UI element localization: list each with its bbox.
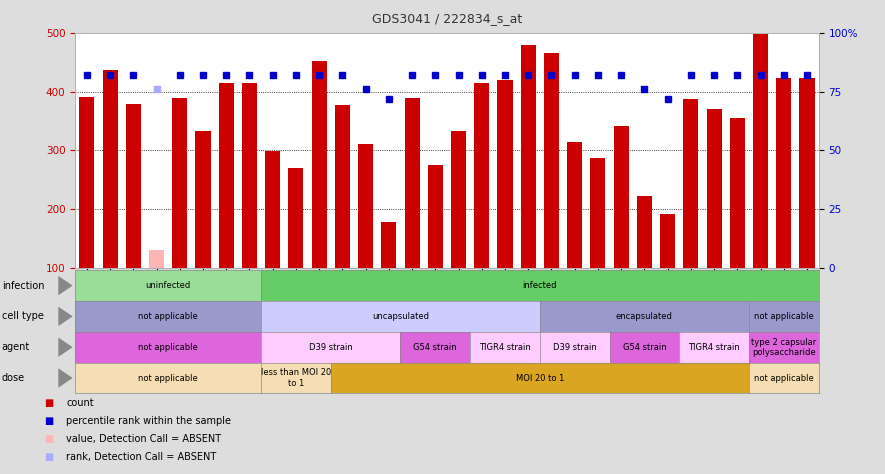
Polygon shape bbox=[58, 337, 73, 357]
Text: not applicable: not applicable bbox=[138, 374, 198, 383]
Text: D39 strain: D39 strain bbox=[553, 343, 596, 352]
Bar bbox=[660, 214, 675, 268]
Text: count: count bbox=[66, 398, 94, 408]
Text: GDS3041 / 222834_s_at: GDS3041 / 222834_s_at bbox=[372, 12, 522, 25]
Text: uninfected: uninfected bbox=[145, 281, 191, 290]
Text: agent: agent bbox=[2, 342, 30, 352]
Bar bbox=[266, 151, 281, 268]
Bar bbox=[289, 167, 304, 268]
Text: cell type: cell type bbox=[2, 311, 43, 321]
Text: not applicable: not applicable bbox=[754, 374, 813, 383]
Bar bbox=[358, 144, 373, 268]
Text: TIGR4 strain: TIGR4 strain bbox=[689, 343, 740, 352]
Text: ■: ■ bbox=[44, 416, 53, 426]
Text: encapsulated: encapsulated bbox=[616, 312, 673, 321]
Polygon shape bbox=[58, 276, 73, 295]
Bar bbox=[776, 78, 791, 268]
Polygon shape bbox=[58, 368, 73, 388]
Bar bbox=[497, 80, 512, 268]
Text: ■: ■ bbox=[44, 452, 53, 462]
Bar bbox=[173, 98, 188, 268]
Bar bbox=[381, 222, 396, 268]
Bar bbox=[520, 46, 535, 268]
Bar bbox=[335, 105, 350, 268]
Bar bbox=[196, 131, 211, 268]
Text: not applicable: not applicable bbox=[754, 312, 813, 321]
Text: infected: infected bbox=[523, 281, 557, 290]
Bar bbox=[730, 118, 745, 268]
Bar bbox=[590, 157, 605, 268]
Bar bbox=[242, 83, 257, 268]
Bar bbox=[219, 83, 234, 268]
Text: D39 strain: D39 strain bbox=[309, 343, 352, 352]
Bar bbox=[799, 78, 814, 268]
Bar bbox=[126, 104, 141, 268]
Text: type 2 capsular
polysaccharide: type 2 capsular polysaccharide bbox=[751, 337, 816, 357]
Bar bbox=[451, 131, 466, 268]
Text: G54 strain: G54 strain bbox=[622, 343, 666, 352]
Bar bbox=[404, 98, 419, 268]
Text: MOI 20 to 1: MOI 20 to 1 bbox=[516, 374, 564, 383]
Text: ■: ■ bbox=[44, 398, 53, 408]
Text: not applicable: not applicable bbox=[138, 312, 198, 321]
Bar bbox=[103, 70, 118, 268]
Bar bbox=[312, 61, 327, 268]
Text: TIGR4 strain: TIGR4 strain bbox=[479, 343, 531, 352]
Bar bbox=[544, 53, 559, 268]
Text: percentile rank within the sample: percentile rank within the sample bbox=[66, 416, 231, 426]
Bar bbox=[683, 99, 698, 268]
Text: G54 strain: G54 strain bbox=[413, 343, 458, 352]
Text: infection: infection bbox=[2, 281, 44, 291]
Text: less than MOI 20
to 1: less than MOI 20 to 1 bbox=[261, 368, 331, 388]
Text: rank, Detection Call = ABSENT: rank, Detection Call = ABSENT bbox=[66, 452, 217, 462]
Bar bbox=[567, 142, 582, 268]
Bar bbox=[149, 250, 164, 268]
Polygon shape bbox=[58, 307, 73, 326]
Bar bbox=[706, 109, 721, 268]
Bar bbox=[613, 126, 628, 268]
Text: not applicable: not applicable bbox=[138, 343, 198, 352]
Text: value, Detection Call = ABSENT: value, Detection Call = ABSENT bbox=[66, 434, 221, 444]
Text: uncapsulated: uncapsulated bbox=[372, 312, 429, 321]
Bar bbox=[427, 165, 442, 268]
Text: dose: dose bbox=[2, 373, 25, 383]
Bar bbox=[80, 97, 95, 268]
Bar bbox=[474, 83, 489, 268]
Bar bbox=[637, 196, 652, 268]
Bar bbox=[753, 34, 768, 268]
Text: ■: ■ bbox=[44, 434, 53, 444]
